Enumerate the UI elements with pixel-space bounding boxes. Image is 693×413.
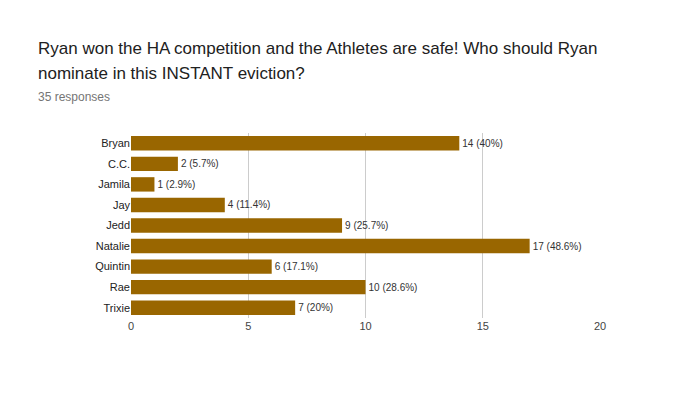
html-text:35 responses: 35 responses [38,90,110,104]
svg-text:15: 15 [477,320,489,332]
svg-text:Trixie: Trixie [104,302,130,314]
svg-text:20: 20 [594,320,606,332]
svg-text:17 (48.6%): 17 (48.6%) [533,241,582,252]
svg-text:Rae: Rae [110,281,130,293]
html-text:Ryan won the HA competition an: Ryan won the HA competition and the Athl… [38,39,598,83]
svg-text:0: 0 [128,320,134,332]
svg-text:14 (40%): 14 (40%) [462,138,503,149]
svg-text:10 (28.6%): 10 (28.6%) [369,282,418,293]
svg-text:Quintin: Quintin [95,260,130,272]
svg-text:2 (5.7%): 2 (5.7%) [181,158,219,169]
svg-text:5: 5 [245,320,251,332]
svg-text:Jedd: Jedd [106,219,130,231]
svg-text:6 (17.1%): 6 (17.1%) [275,261,318,272]
svg-text:7 (20%): 7 (20%) [298,302,333,313]
svg-text:9 (25.7%): 9 (25.7%) [345,220,388,231]
svg-text:Natalie: Natalie [96,240,130,252]
svg-text:Bryan: Bryan [101,137,130,149]
svg-text:Jamila: Jamila [98,178,131,190]
svg-text:Jay: Jay [113,199,131,211]
svg-text:10: 10 [359,320,371,332]
svg-text:C.C.: C.C. [108,158,130,170]
svg-text:1 (2.9%): 1 (2.9%) [157,179,195,190]
svg-text:4 (11.4%): 4 (11.4%) [228,199,271,210]
